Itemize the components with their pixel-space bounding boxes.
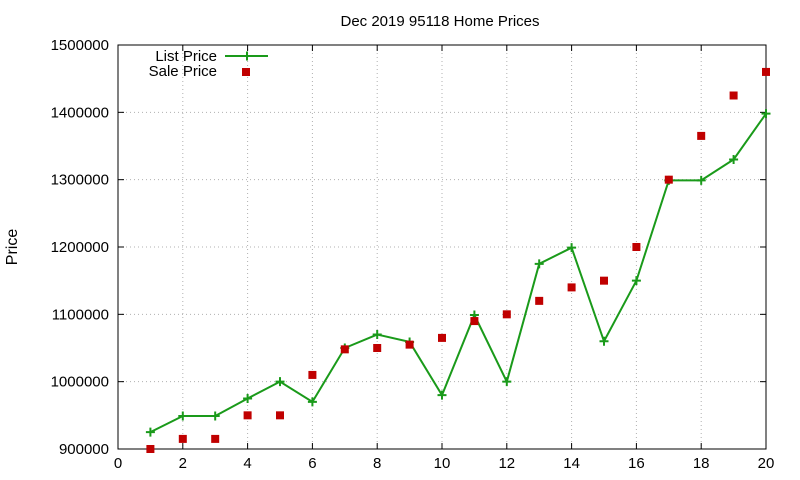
list-price-point xyxy=(729,154,739,164)
y-tick-label: 1100000 xyxy=(52,306,109,323)
x-tick-label: 4 xyxy=(243,455,251,472)
list-price-point xyxy=(145,427,155,437)
x-tick-label: 6 xyxy=(308,455,316,472)
sale-price-point xyxy=(762,67,770,76)
y-tick-label: 900000 xyxy=(59,441,109,458)
list-price-point xyxy=(243,394,253,403)
x-tick-label: 16 xyxy=(628,455,645,472)
sale-price-point xyxy=(178,434,187,443)
y-tick-label: 1000000 xyxy=(51,374,109,391)
x-tick-label: 0 xyxy=(114,455,122,472)
sale-price-point xyxy=(632,243,641,251)
list-price-point xyxy=(210,411,220,421)
sale-price-point xyxy=(664,175,673,184)
sale-price-point xyxy=(438,333,446,342)
x-tick-label: 12 xyxy=(498,455,515,472)
list-price-point xyxy=(275,377,285,387)
y-tick-label: 1300000 xyxy=(51,172,109,189)
legend: List Price Sale Price xyxy=(149,48,268,80)
list-price-point xyxy=(372,330,382,340)
list-price-point xyxy=(696,175,706,185)
x-tick-label: 8 xyxy=(373,455,381,472)
sale-price-point xyxy=(600,276,608,285)
list-price-point xyxy=(631,276,641,286)
legend-cross-list-price xyxy=(242,51,252,61)
list-price-point xyxy=(761,109,771,119)
sale-price-point xyxy=(502,310,511,319)
sale-price-point xyxy=(470,317,479,326)
y-tick-label: 1200000 xyxy=(51,239,109,256)
legend-swatch-sale-price xyxy=(242,68,250,76)
x-tick-label: 18 xyxy=(693,455,710,472)
sale-price-point xyxy=(211,434,220,443)
sale-price-point xyxy=(697,131,706,140)
x-tick-label: 20 xyxy=(758,455,775,472)
y-axis-label: Price xyxy=(4,229,21,266)
grid xyxy=(118,45,766,449)
sale-price-point xyxy=(276,411,284,420)
list-price-point xyxy=(502,377,512,387)
list-price-point xyxy=(567,243,577,253)
sale-price-point xyxy=(146,445,155,453)
list-price-point xyxy=(178,411,188,421)
sale-price-point xyxy=(405,340,414,349)
sale-price-point xyxy=(243,411,252,420)
chart-title: Dec 2019 95118 Home Prices xyxy=(341,13,540,30)
list-price-point xyxy=(599,336,609,346)
sale-price-point xyxy=(308,370,317,379)
series-line-list-price xyxy=(149,113,767,434)
sale-price-point xyxy=(535,296,544,305)
sale-price-point xyxy=(567,283,576,292)
list-price-point xyxy=(307,397,317,407)
sale-price-point xyxy=(340,345,349,354)
list-price-point xyxy=(437,390,447,400)
series-layer xyxy=(145,67,771,453)
x-tick-label: 10 xyxy=(434,455,451,472)
y-tick-label: 1400000 xyxy=(51,104,109,121)
legend-label-list-price: List Price xyxy=(155,48,217,65)
sale-price-point xyxy=(373,344,382,352)
legend-label-sale-price: Sale Price xyxy=(149,63,217,80)
list-price-point xyxy=(534,259,544,269)
axis-ticks: 0 2 4 6 8 10 12 14 16 18 20 900000 1000000 1100000 120… xyxy=(51,37,775,472)
x-tick-label: 14 xyxy=(563,455,580,472)
sale-price-point xyxy=(729,91,738,100)
x-tick-label: 2 xyxy=(179,455,187,472)
y-tick-label: 1500000 xyxy=(51,37,109,54)
